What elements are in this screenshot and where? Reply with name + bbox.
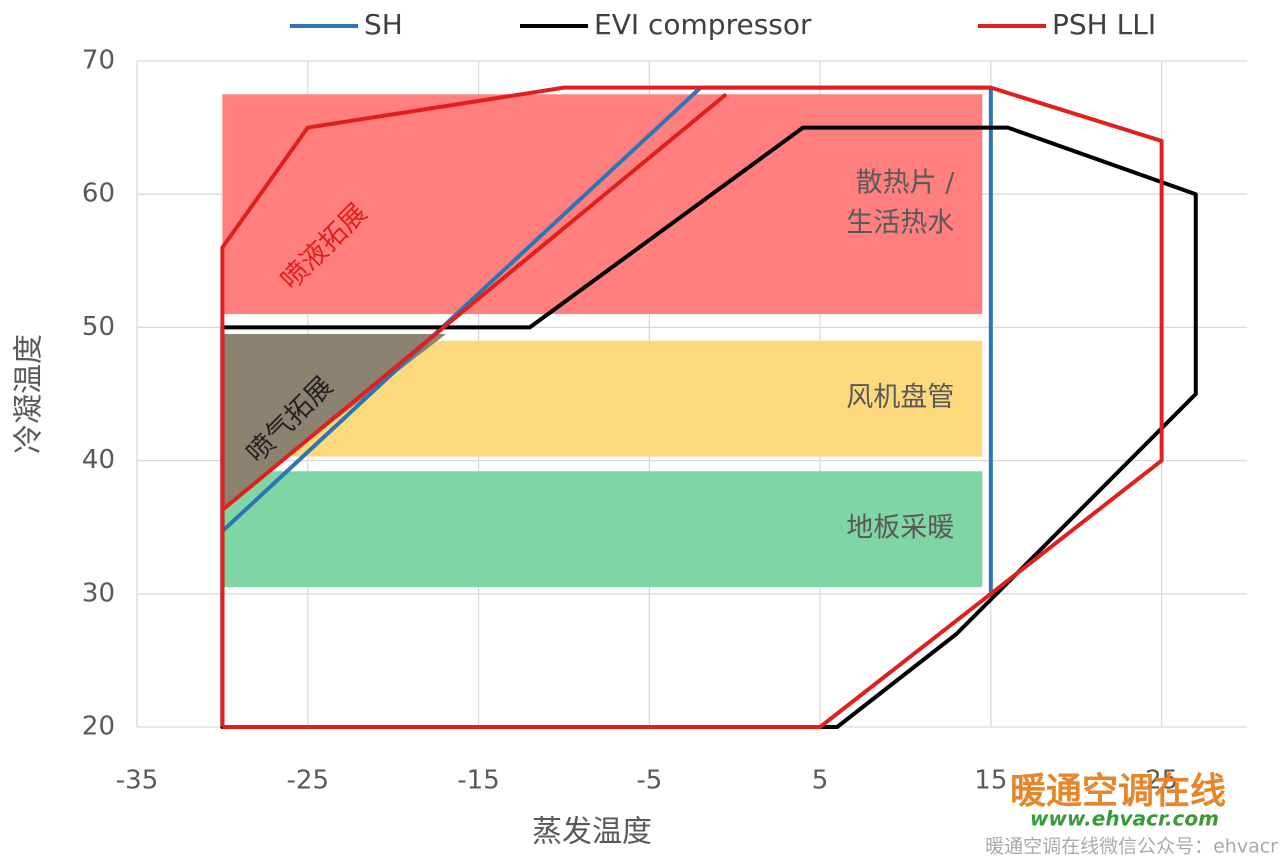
y-axis-title: 冷凝温度: [12, 334, 47, 454]
y-tick-label: 30: [82, 578, 115, 608]
series-line: [220, 85, 1164, 729]
watermark: 暖通空调在线微信公众号：ehvacr: [985, 836, 1278, 858]
y-tick-label: 60: [82, 179, 115, 209]
x-tick-label: -25: [287, 766, 329, 796]
watermark: www.ehvacr.com: [1030, 807, 1219, 831]
region-label: 散热片 /: [856, 168, 956, 199]
legend-label: PSH LLI: [1052, 8, 1156, 41]
region-label: 地板采暖: [846, 513, 954, 544]
x-tick-label: -15: [457, 766, 499, 796]
watermark: 暖通空调在线: [1010, 771, 1226, 812]
x-tick-label: -35: [116, 766, 158, 796]
region-label: 风机盘管: [846, 382, 954, 413]
x-axis-title: 蒸发温度: [532, 815, 652, 850]
region: [222, 94, 983, 315]
legend-label: SH: [364, 8, 403, 41]
y-tick-label: 40: [82, 445, 115, 475]
y-tick-label: 20: [82, 712, 115, 742]
legend-label: EVI compressor: [594, 8, 812, 41]
x-tick-label: 15: [974, 766, 1007, 796]
x-tick-label: -5: [636, 766, 662, 796]
region-label: 生活热水: [846, 208, 954, 239]
y-tick-label: 70: [82, 46, 115, 76]
region: [222, 471, 983, 588]
y-tick-label: 50: [82, 312, 115, 342]
x-tick-label: 25: [1145, 766, 1178, 796]
x-tick-label: 5: [812, 766, 829, 796]
